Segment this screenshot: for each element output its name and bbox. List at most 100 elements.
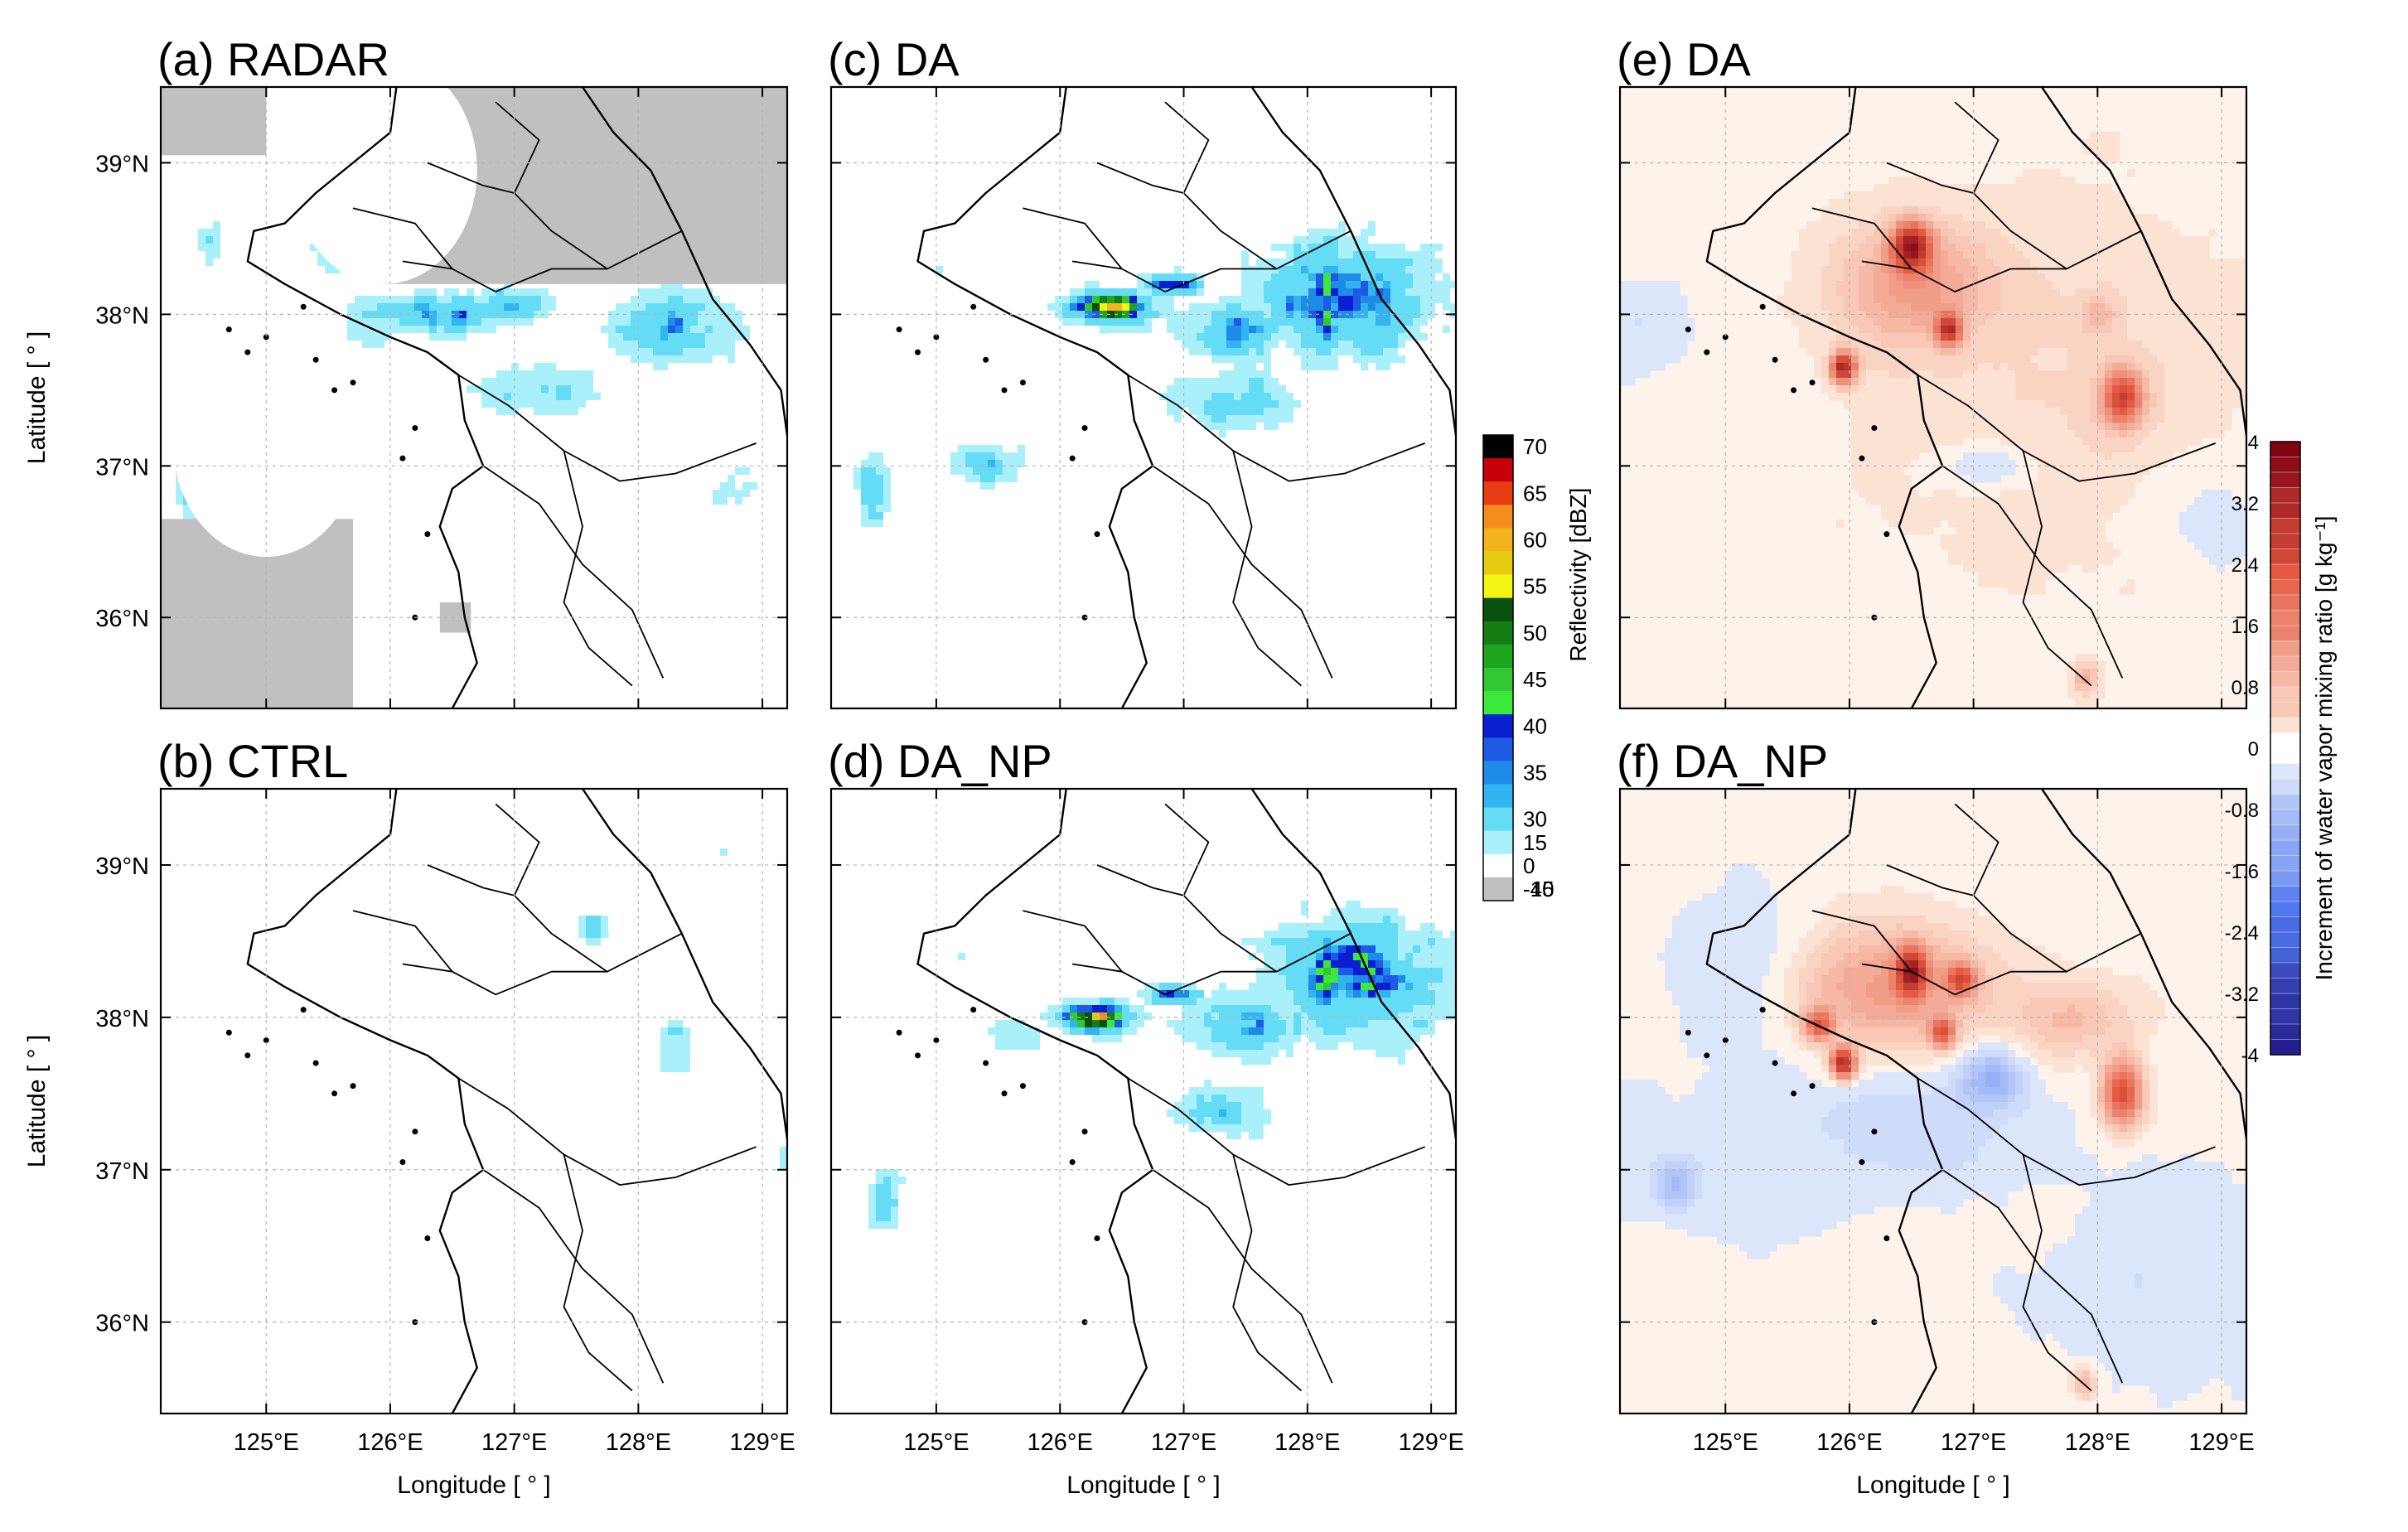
field-cell [489,400,497,408]
field-cell [1361,1057,1369,1066]
province-border [1096,864,1184,896]
field-cell [1963,191,1971,200]
field-cell [1189,1124,1197,1133]
field-cell [1836,281,1845,289]
field-cell [1271,975,1279,983]
field-cell [556,303,564,312]
field-cell [1234,348,1242,356]
field-cell [868,1206,877,1215]
field-cell [1398,355,1406,364]
field-cell [1293,311,1302,319]
field-cell [2075,191,2083,200]
ticks [831,789,1456,1414]
field-cell [1279,1087,1287,1095]
field-cell [898,1214,907,1222]
field-cell [1903,206,1912,215]
field-cell [1144,1005,1153,1013]
field-cell [1264,415,1272,423]
field-cell [839,826,847,834]
field-cell [2030,251,2038,259]
field-cell [1129,303,1138,312]
field-cell [481,288,490,297]
field-cell [1025,1095,1033,1103]
field-cell [646,355,654,364]
field-cell [1249,990,1257,998]
field-cell [1435,998,1443,1006]
field-cell [1963,288,1971,297]
coastline [916,87,1154,708]
field-cell [1256,1087,1264,1095]
field-cell [921,273,929,282]
field-cell [1866,288,1874,297]
field-cell [623,333,631,341]
field-cell [332,296,341,304]
field-cell [1376,1005,1384,1013]
field-cell [1383,990,1391,998]
field-cell [1896,199,1904,207]
field-cell [1279,908,1287,916]
field-cell [496,326,505,334]
field-cell [1234,1080,1242,1088]
field-cell [1301,244,1309,252]
field-cell [1398,281,1406,289]
field-cell [340,273,348,282]
field-cell [1189,1102,1197,1110]
field-cell [936,266,944,274]
field-cell [690,311,699,319]
field-cell [1413,893,1421,901]
field-cell [623,318,631,326]
field-cell [720,303,728,312]
field-cell [1301,960,1309,969]
field-cell [690,288,699,297]
panel-c-field [831,87,1456,708]
field-cell [2202,288,2210,297]
field-cell [742,333,751,341]
field-cell [1420,975,1429,983]
field-cell [1361,1273,1369,1282]
field-cell [1308,706,1317,708]
field-cell [1264,1065,1272,1073]
field-cell [1018,452,1026,461]
field-cell [720,520,728,528]
field-cell [1107,1027,1115,1036]
field-cell [1331,923,1339,931]
x-axis-label: Longitude [ ° ] [1066,1472,1220,1499]
field-background [831,87,1456,708]
field-cell [1264,930,1272,939]
field-cell [675,355,684,364]
field-cell [399,333,408,341]
field-cell [742,482,751,491]
field-cell [1249,236,1257,244]
field-cell [1241,408,1250,416]
no-data-regions [161,87,787,708]
field-cell [1286,975,1294,983]
field-cell [1301,281,1309,289]
field-cell [868,1199,877,1207]
field-cell [1204,303,1212,312]
field-cell [1249,1050,1257,1058]
field-cell [1249,938,1257,946]
field-cell [1390,259,1399,267]
field-cell [1353,259,1361,267]
field-cell [422,311,430,319]
field-cell [1256,393,1264,401]
field-cell [660,1020,669,1028]
field-cell [563,378,572,386]
field-cell [720,370,728,379]
field-cell [1435,908,1443,916]
field-cell [728,311,736,319]
field-cell [868,505,877,513]
field-cell [1144,990,1153,998]
field-cell [1286,318,1294,326]
field-cell [1047,288,1056,297]
field-cell [1234,415,1242,423]
field-cell [1368,916,1376,924]
field-cell [1070,311,1078,319]
field-cell [1323,938,1332,946]
field-cell [1346,348,1354,356]
field-cell [1346,1035,1354,1043]
field-cell [1070,1005,1078,1013]
lat-tick-label: 36°N [95,1311,149,1337]
field-cell [384,341,393,349]
field-cell [876,1229,884,1237]
